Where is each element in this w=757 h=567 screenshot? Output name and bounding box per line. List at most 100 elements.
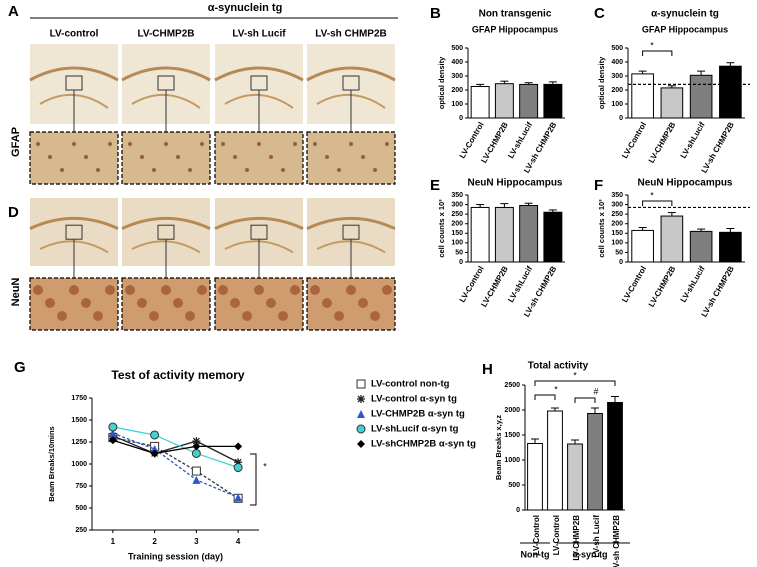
cell [149, 311, 159, 321]
annotation: * [554, 384, 558, 394]
cell [257, 142, 261, 146]
cell [152, 168, 156, 172]
x-tick-label: LV-shLucif [679, 120, 707, 160]
tissue [214, 66, 304, 82]
bar [547, 410, 563, 511]
cell [334, 311, 344, 321]
bar [689, 74, 713, 119]
bracket [250, 453, 257, 506]
cell [48, 155, 52, 159]
cell [358, 298, 368, 308]
marker [192, 437, 201, 446]
annotation: * [573, 370, 577, 380]
bracket [534, 380, 616, 386]
bar [719, 65, 742, 119]
column-label: LV-sh Lucif [232, 29, 286, 40]
marker [108, 436, 117, 445]
cell [33, 285, 43, 295]
legend-label: LV-shCHMP2B α-syn tg [371, 439, 476, 450]
group-label: Non-tg [521, 549, 550, 559]
bracket [642, 200, 673, 206]
cell [290, 285, 300, 295]
x-tick-label: LV-Control [552, 515, 561, 555]
marker [108, 429, 117, 438]
cell [140, 155, 144, 159]
y-tick-label: 400 [611, 59, 623, 66]
y-tick-label: 150 [611, 230, 623, 237]
tissue [121, 66, 211, 82]
series-line [112, 432, 239, 499]
bracket [534, 394, 556, 400]
bar [470, 206, 490, 263]
cell [230, 298, 240, 308]
x-tick-label: LV-sh CHMP2B [700, 120, 737, 174]
bar [543, 83, 563, 119]
x-tick-label: LV-shLucif [506, 120, 534, 160]
series-line [112, 435, 239, 463]
x-tick-label: 4 [236, 537, 241, 546]
series-line [112, 436, 239, 499]
x-tick-label: LV-Control [532, 515, 541, 555]
cell [293, 142, 297, 146]
cell [72, 142, 76, 146]
zoom [214, 131, 304, 185]
chart-title: NeuN Hippocampus [637, 178, 732, 189]
zoom [29, 131, 119, 185]
bar [470, 86, 490, 119]
x-tick-label: LV-shLucif [506, 264, 534, 304]
x-axis-label: Training session (day) [128, 551, 223, 561]
marker [356, 424, 366, 434]
x-tick-label: LV-Control [620, 265, 648, 304]
x-tick-label: LV-Control [458, 265, 486, 304]
bar [719, 231, 742, 263]
y-tick-label: 2000 [504, 407, 520, 414]
cell [382, 285, 392, 295]
y-tick-label: 0 [459, 259, 463, 266]
y-tick-label: 0 [516, 507, 520, 514]
marker [191, 466, 201, 476]
legend-label: LV-control non-tg [371, 379, 450, 390]
bar [660, 87, 684, 119]
row-label: GFAP [10, 127, 22, 157]
cell [266, 298, 276, 308]
chart-title: α-synuclein tg [651, 9, 719, 20]
marker [356, 379, 366, 389]
cell [233, 155, 237, 159]
cell [128, 142, 132, 146]
bar [543, 211, 563, 263]
x-tick-label: LV-Control [620, 121, 648, 160]
panel-letter: C [594, 5, 605, 22]
cell [254, 285, 264, 295]
y-tick-label: 500 [611, 45, 623, 52]
cell [45, 298, 55, 308]
x-tick-label: LV-Control [458, 121, 486, 160]
y-axis-label: Beam Breaks/10mins [47, 426, 56, 501]
y-tick-label: 300 [611, 73, 623, 80]
annotation: # [593, 386, 598, 396]
cell [349, 142, 353, 146]
y-tick-label: 750 [75, 483, 87, 490]
marker [234, 458, 243, 467]
bar [494, 206, 514, 263]
y-tick-label: 0 [619, 259, 623, 266]
column-label: LV-sh CHMP2B [315, 29, 387, 40]
cell [361, 155, 365, 159]
cell [105, 285, 115, 295]
bracket [642, 50, 673, 56]
y-tick-label: 200 [611, 87, 623, 94]
marker [234, 493, 243, 502]
cell [137, 298, 147, 308]
bar [660, 215, 684, 263]
y-axis-label: cell counts x 10³ [437, 199, 446, 258]
cell [278, 311, 288, 321]
series-line [112, 426, 239, 469]
header: α-synuclein tg [208, 2, 283, 14]
tissue [29, 66, 119, 82]
y-tick-label: 400 [451, 59, 463, 66]
cell [161, 285, 171, 295]
marker [191, 448, 201, 458]
y-tick-label: 250 [451, 211, 463, 218]
marker [192, 442, 201, 451]
marker [233, 463, 243, 473]
x-tick-label: LV-CHMP2B [572, 515, 581, 561]
